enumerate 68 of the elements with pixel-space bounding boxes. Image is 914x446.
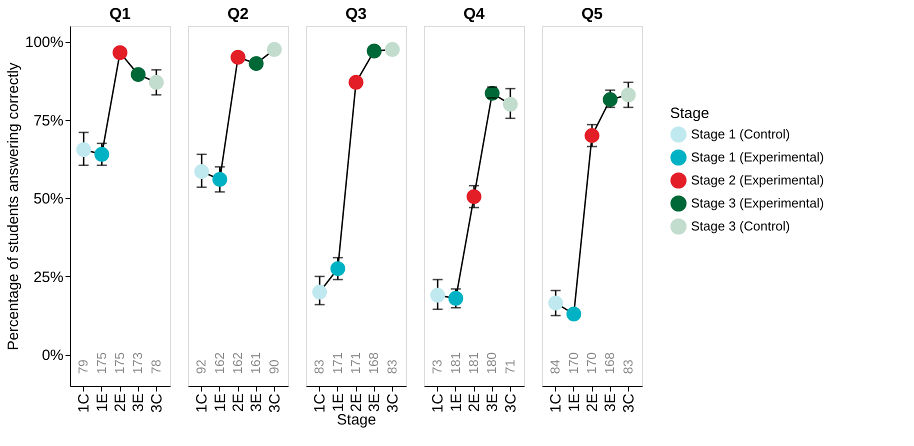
annotation: 90 [266,360,282,374]
x-tick-label: 1C [430,393,447,413]
annotation: 83 [620,360,636,374]
annotation: 71 [502,360,518,374]
x-tick-label: 1C [548,393,565,413]
x-tick-label: 2E [584,394,601,412]
x-tick-label: 3C [266,393,284,413]
legend-label: Stage 3 (Control) [691,218,790,234]
annotation: 181 [466,352,481,374]
annotation: 73 [430,360,445,374]
annotation: 83 [312,360,327,374]
annotation: 168 [366,352,382,374]
legend-label: Stage 3 (Experimental) [691,196,824,210]
x-tick-label: 3E [366,394,384,412]
annotation: 162 [212,352,227,374]
x-tick-label: 1E [448,394,465,412]
x-tick-label: 1E [330,394,347,412]
x-tick-label: 1C [312,393,329,413]
x-tick-label: 1C [194,393,211,413]
annotation: 180 [484,352,500,374]
chart-title: Q5 [581,6,603,23]
chart-title: Q3 [345,6,367,23]
y-tick-label: 100% [25,34,64,52]
x-axis-title: Stage [336,412,376,429]
x-tick-label: 2E [466,394,483,412]
y-tick-label: 50% [33,190,64,208]
annotation: 170 [566,352,581,374]
x-tick-label: 3C [502,393,520,413]
legend-label: Stage 1 (Experimental) [691,150,824,164]
chart-title: Q4 [463,6,485,23]
chart-title: Q2 [227,6,249,23]
annotation: 170 [584,352,599,374]
x-tick-label: 3C [384,393,402,413]
annotation: 79 [76,360,91,374]
x-tick-label: 3E [602,394,620,412]
y-tick-label: 25% [33,268,64,286]
legend-title: Stage [670,105,710,122]
x-tick-label: 3C [148,393,166,413]
x-tick-label: 3E [484,394,502,412]
legend-label: Stage 2 (Experimental) [691,172,824,188]
annotation: 171 [348,352,363,374]
x-tick-label: 3C [620,393,638,413]
x-tick-label: 2E [230,394,247,412]
x-tick-label: 1C [76,393,93,413]
x-tick-label: 1E [566,394,583,412]
y-tick-label: 75% [33,112,64,130]
annotation: 173 [130,352,146,374]
chart-title: Q1 [109,6,131,23]
x-tick-label: 1E [212,394,229,412]
x-tick-label: 1E [94,394,111,412]
annotation: 83 [384,360,400,374]
annotation: 78 [148,360,164,374]
x-tick-label: 2E [112,394,129,412]
annotation: 161 [248,352,264,374]
annotation: 162 [230,352,245,374]
y-axis-title: Percentage of students answering correctly [5,62,22,350]
annotation: 171 [330,352,345,374]
x-tick-label: 3E [130,394,148,412]
annotation: 181 [448,352,463,374]
x-tick-label: 2E [348,394,365,412]
annotation: 175 [94,352,109,374]
annotation: 84 [548,360,563,374]
legend-label: Stage 1 (Control) [691,126,790,142]
annotation: 168 [602,352,618,374]
y-tick-label: 0% [42,347,64,364]
annotation: 175 [112,352,127,374]
annotation: 92 [194,360,209,374]
x-tick-label: 3E [248,394,266,412]
